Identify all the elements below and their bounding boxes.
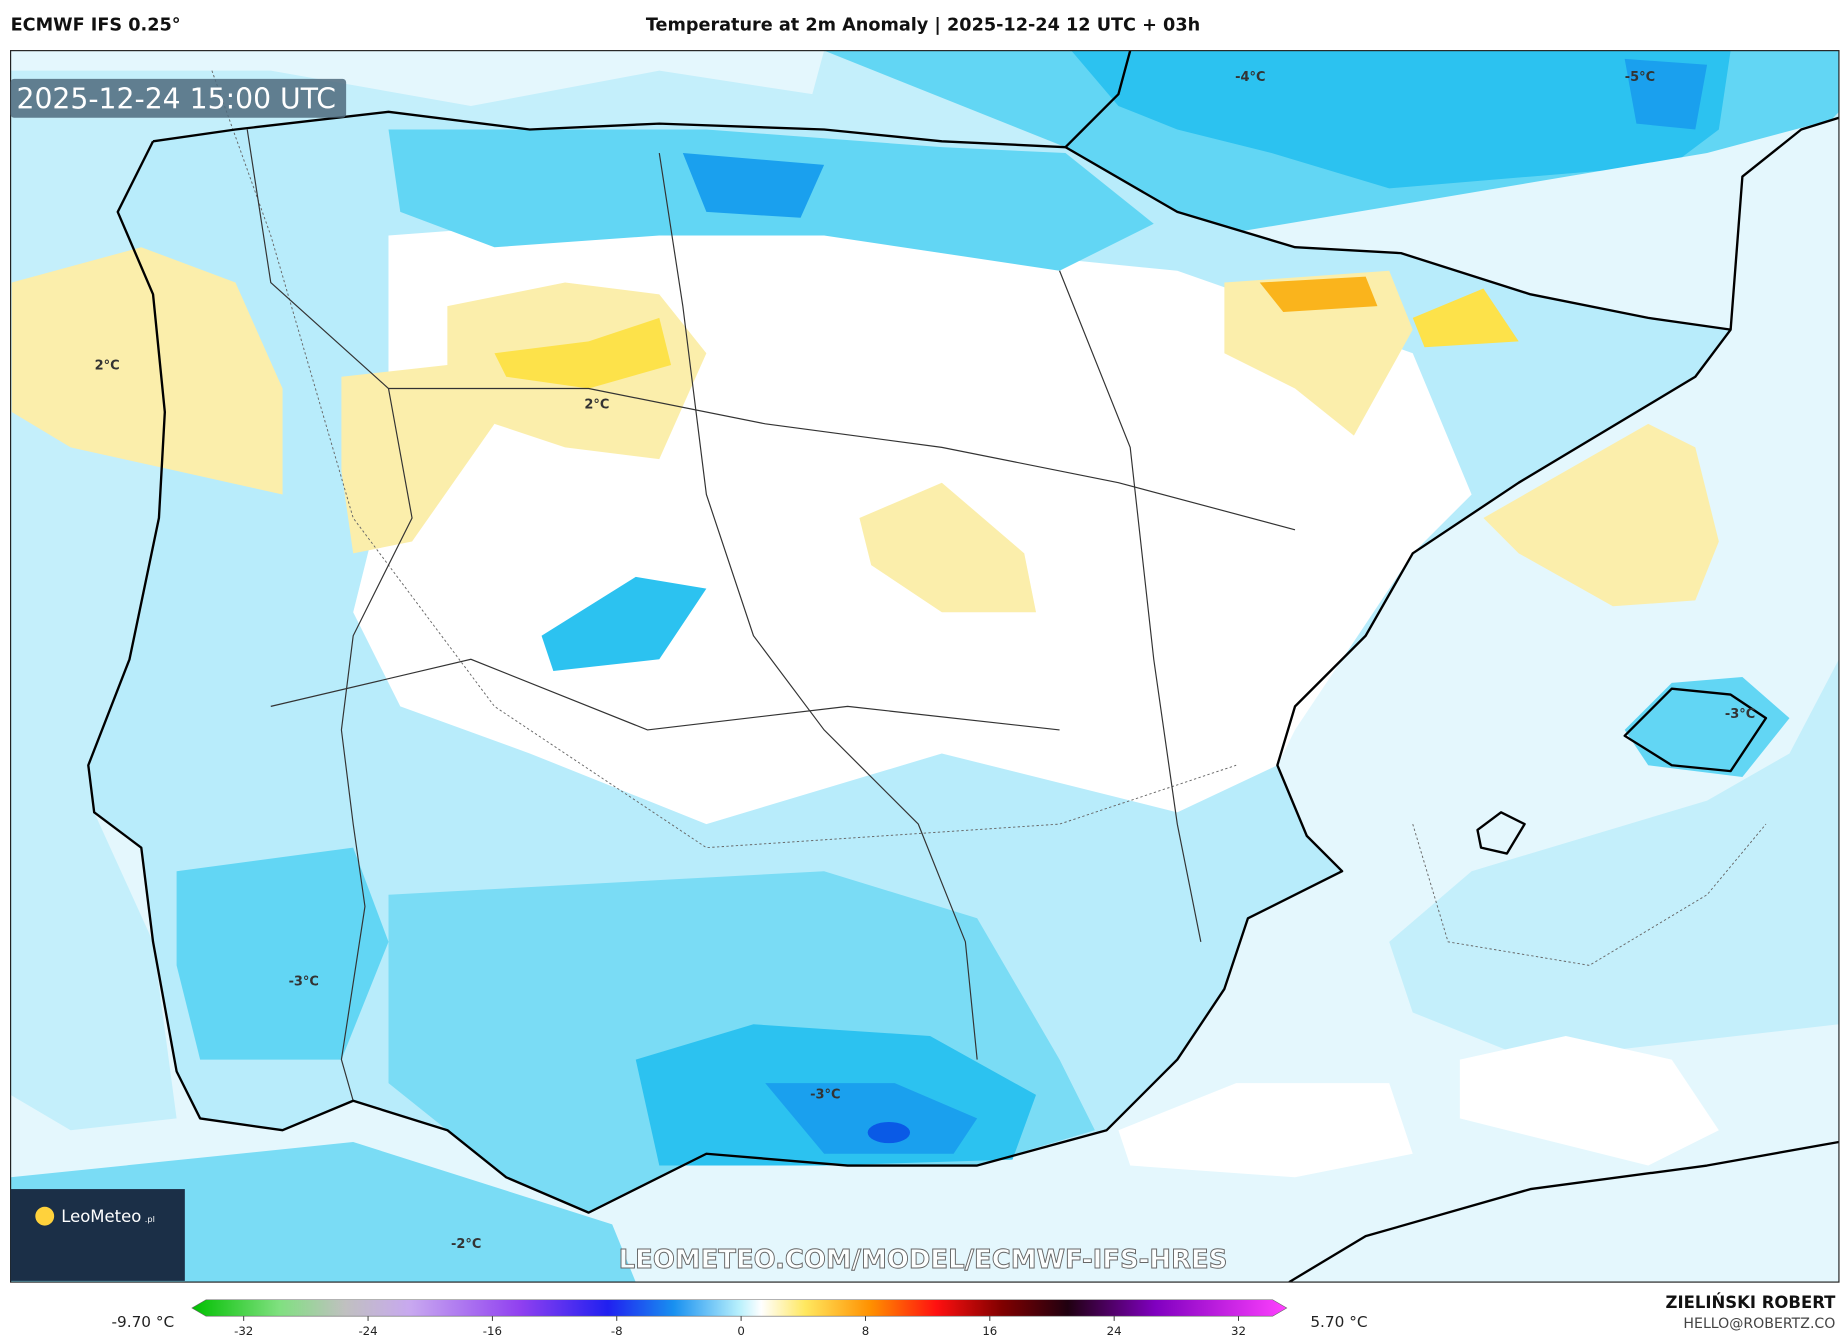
logo-sun [35,1206,55,1226]
anomaly-area [494,317,672,389]
valid-time: 2025-12-24 15:00 UTC [16,82,336,115]
map: -4°C -5°C 2°C 2°C -3°C -3°C -3°C -2°C [10,50,1839,1283]
isotherm [211,70,1237,849]
contour-label: 2°C [584,397,609,412]
legend-min: -9.70 °C [111,1313,174,1331]
map-frame [10,50,1840,1283]
tick-label: 24 [1107,1324,1122,1338]
coastline [1288,1140,1839,1283]
anomaly-area [10,50,825,106]
contour-label: -5°C [1625,70,1655,85]
contour-label: -3°C [289,974,319,989]
coastline [87,140,1732,1214]
anomaly-area [541,576,707,672]
contour-labels: -4°C -5°C 2°C 2°C -3°C -3°C -3°C -2°C [95,70,1756,1252]
anomaly-area [682,153,825,218]
time-badge [10,78,347,118]
contour-label: 2°C [95,359,120,374]
anomaly-area [1118,1083,1413,1178]
island-coast [1623,687,1768,773]
logo-box [10,1189,185,1281]
tick-label: -8 [611,1324,623,1338]
colorbar-ticks: -32 -24 -16 -8 0 8 16 24 32 [234,1316,1246,1338]
anomaly-area [1224,270,1413,436]
tick-label: -32 [234,1324,253,1338]
anomaly-area [1624,676,1790,778]
island-coast [1476,811,1526,855]
contour-label: -3°C [1725,707,1755,722]
logo-text: LeoMeteo [61,1207,141,1226]
anomaly-area [1071,50,1731,189]
isotherm [1412,823,1767,966]
tick-label: 8 [862,1324,870,1338]
anomaly-area [1412,288,1519,348]
anomaly-area [765,1083,978,1154]
author: ZIELIŃSKI ROBERT [1666,1293,1837,1312]
region-border [658,152,1202,1060]
contour-label: -3°C [810,1087,840,1102]
email: HELLO@ROBERTZ.CO [1683,1316,1835,1332]
logo-suffix: .pl [145,1214,155,1224]
anomaly-area [1259,276,1378,312]
anomaly-area [1483,423,1719,607]
anomaly-area [867,1121,911,1144]
contour-label: -4°C [1235,70,1265,85]
colorbar [191,1299,1288,1317]
map-title: Temperature at 2m Anomaly | 2025-12-24 1… [646,16,1200,36]
model-name: ECMWF IFS 0.25° [11,16,181,36]
anomaly-area [11,247,283,495]
tick-label: 16 [982,1324,997,1338]
anomaly-area [341,364,495,554]
anomaly-area [176,847,389,1060]
legend-max: 5.70 °C [1310,1313,1367,1331]
country-border [246,129,413,1101]
tick-label: 32 [1231,1324,1246,1338]
tick-label: -24 [358,1324,377,1338]
anomaly-area [1624,58,1708,130]
watermark: LEOMETEO.COM/MODEL/ECMWF-IFS-HRES [619,1245,1228,1275]
tick-label: -16 [483,1324,502,1338]
tick-label: 0 [737,1324,745,1338]
anomaly-area [859,482,1037,613]
anomaly-area [1459,1036,1719,1166]
region-border [270,387,1296,731]
contour-label: -2°C [451,1237,481,1252]
coastline [1064,116,1839,331]
